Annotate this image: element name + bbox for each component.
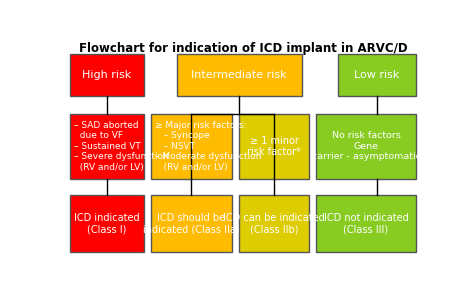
Text: ≥ 1 minor
risk factor*: ≥ 1 minor risk factor* [247,135,301,157]
FancyBboxPatch shape [70,195,144,252]
Text: No risk factors
Gene
carrier - asymptomatic: No risk factors Gene carrier - asymptoma… [311,132,420,161]
Text: Low risk: Low risk [355,70,400,80]
FancyBboxPatch shape [177,54,301,96]
FancyBboxPatch shape [239,195,309,252]
Text: ICD can be indicated
(Class IIb): ICD can be indicated (Class IIb) [223,213,325,234]
Text: High risk: High risk [82,70,132,80]
FancyBboxPatch shape [338,54,416,96]
FancyBboxPatch shape [70,114,144,179]
FancyBboxPatch shape [239,114,309,179]
FancyBboxPatch shape [151,114,232,179]
FancyBboxPatch shape [316,195,416,252]
FancyBboxPatch shape [151,195,232,252]
Text: ≥ Major risk factors:
   – Syncope
   – NSVT
– Moderate dysfunction
   (RV and/o: ≥ Major risk factors: – Syncope – NSVT –… [155,121,261,172]
Text: Flowchart for indication of ICD implant in ARVC/D: Flowchart for indication of ICD implant … [79,42,407,55]
Text: Intermediate risk: Intermediate risk [191,70,287,80]
Text: – SAD aborted
  due to VF
– Sustained VT
– Severe dysfunction
  (RV and/or LV): – SAD aborted due to VF – Sustained VT –… [74,121,169,172]
FancyBboxPatch shape [316,114,416,179]
Text: ICD should be
indicated (Class IIa): ICD should be indicated (Class IIa) [143,213,240,234]
Text: ICD not indicated
(Class III): ICD not indicated (Class III) [324,213,409,234]
Text: ICD indicated
(Class I): ICD indicated (Class I) [74,213,140,234]
FancyBboxPatch shape [70,54,144,96]
